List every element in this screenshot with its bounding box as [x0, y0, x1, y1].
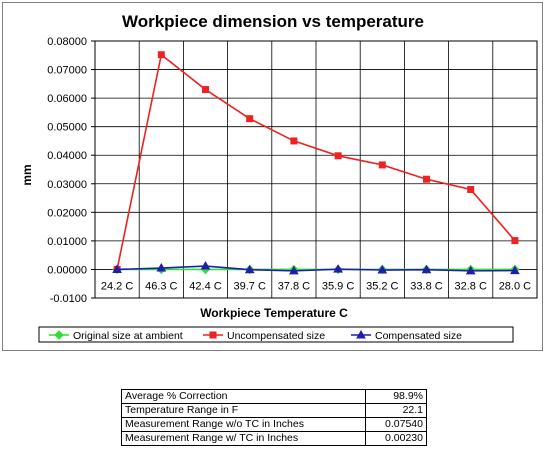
- data-point: [467, 185, 475, 193]
- stat-value: 22.1: [365, 403, 427, 418]
- legend-box: [38, 326, 514, 343]
- data-point: [333, 264, 343, 273]
- stat-label: Temperature Range in F: [121, 403, 366, 418]
- data-point: [200, 261, 211, 270]
- x-tick-label: 37.8 C: [278, 280, 310, 292]
- series-line: [117, 265, 515, 272]
- x-tick-label: 33.8 C: [410, 280, 442, 292]
- x-tick-label: 35.9 C: [322, 280, 354, 292]
- legend-label: Original size at ambient: [73, 330, 183, 342]
- data-point: [289, 265, 299, 275]
- data-point: [246, 115, 254, 123]
- chart-container: Workpiece dimension vs temperature 0.080…: [2, 2, 543, 351]
- x-tick-label: 39.7 C: [233, 280, 265, 292]
- data-point: [511, 237, 519, 245]
- stat-value: 98.9%: [365, 389, 427, 404]
- x-axis-ticks: 24.2 C 46.3 C 42.4 C 39.7 C 37.8 C 35.9 C 35.2…: [101, 280, 531, 292]
- y-tick-label: -0.0100: [50, 293, 87, 305]
- x-tick-label: 35.2 C: [366, 280, 398, 292]
- y-tick-label: 0.00000: [47, 264, 87, 276]
- data-point: [378, 161, 386, 169]
- chart-title: Workpiece dimension vs temperature: [122, 12, 424, 31]
- data-point: [202, 86, 209, 94]
- table-row: Measurement Range w/o TC in Inches 0.075…: [121, 417, 427, 432]
- line-chart: Workpiece dimension vs temperature 0.080…: [20, 12, 538, 343]
- y-tick-label: 0.06000: [47, 93, 87, 105]
- stat-label: Measurement Range w/o TC in Inches: [121, 417, 366, 432]
- y-tick-label: 0.02000: [47, 207, 87, 219]
- grid: [91, 40, 538, 299]
- data-point: [465, 265, 476, 275]
- x-axis-title: Workpiece Temperature C: [200, 306, 348, 320]
- x-tick-label: 46.3 C: [145, 280, 177, 292]
- table-row: Temperature Range in F 22.1: [121, 403, 427, 418]
- series-line: [116, 53, 516, 270]
- data-point: [290, 137, 298, 145]
- legend-marker: [356, 329, 366, 339]
- data-point: [244, 264, 255, 274]
- data-point: [334, 152, 342, 160]
- data-point: [421, 264, 432, 274]
- stat-value: 0.07540: [365, 417, 427, 432]
- data-point: [377, 265, 388, 274]
- y-tick-label: 0.07000: [47, 65, 87, 77]
- y-tick-label: 0.01000: [47, 236, 87, 248]
- table-row: Measurement Range w/ TC in Inches 0.0023…: [121, 431, 427, 446]
- x-tick-label: 24.2 C: [101, 280, 133, 292]
- series-lines: [112, 51, 520, 275]
- table-row: Average % Correction 98.9%: [121, 389, 427, 404]
- legend: Original size at ambient Uncompensated si…: [38, 326, 514, 343]
- stats-table: Average % Correction 98.9% Temperature R…: [121, 389, 427, 446]
- y-tick-label: 0.08000: [47, 36, 87, 48]
- y-tick-label: 0.05000: [47, 122, 87, 134]
- legend-marker: [209, 331, 217, 339]
- stat-value: 0.00230: [365, 431, 427, 446]
- stat-label: Measurement Range w/ TC in Inches: [121, 431, 366, 446]
- data-point: [112, 264, 122, 273]
- legend-label: Uncompensated size: [227, 330, 325, 342]
- data-point: [156, 263, 167, 272]
- legend-label: Compensated size: [375, 330, 462, 342]
- y-tick-label: 0.03000: [47, 179, 87, 191]
- data-point: [510, 265, 520, 275]
- y-axis-title: mm: [20, 164, 34, 185]
- y-axis-ticks: 0.08000 0.07000 0.06000 0.05000 0.04000 0.030…: [47, 36, 87, 305]
- x-tick-label: 42.4 C: [189, 280, 221, 292]
- stat-label: Average % Correction: [121, 389, 366, 404]
- legend-marker: [54, 330, 64, 340]
- x-tick-label: 28.0 C: [499, 280, 531, 292]
- x-tick-label: 32.8 C: [454, 280, 486, 292]
- data-point: [157, 51, 165, 59]
- data-point: [423, 175, 430, 183]
- y-tick-label: 0.04000: [47, 150, 87, 162]
